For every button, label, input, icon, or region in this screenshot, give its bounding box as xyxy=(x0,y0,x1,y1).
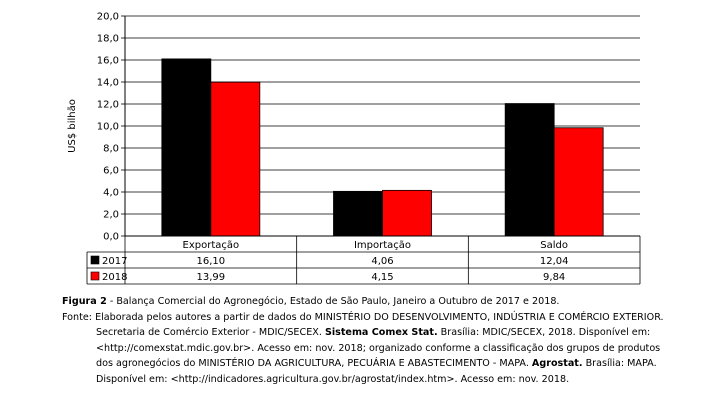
y-tick-label: 16,0 xyxy=(97,56,119,67)
source-text-3: <http://comexstat.mdic.gov.br>. Acesso e… xyxy=(96,342,661,354)
bar-2017-2 xyxy=(504,103,555,237)
caption-source-line-3: <http://comexstat.mdic.gov.br>. Acesso e… xyxy=(62,341,702,357)
data-label: 16,10 xyxy=(197,256,226,267)
source-text-4a: dos agronegócios do MINISTÉRIO DA AGRICU… xyxy=(96,358,532,369)
figure-caption: Figura 2 - Balança Comercial do Agronegó… xyxy=(62,294,702,387)
y-tick-label: 4,0 xyxy=(103,188,119,199)
legend-swatch-2017 xyxy=(90,255,100,265)
caption-source-line-2: Secretaria de Comércio Exterior - MDIC/S… xyxy=(62,325,702,341)
legend-swatch-2018 xyxy=(90,271,100,281)
bar-chart: 0,02,04,06,08,010,012,014,016,018,020,0 … xyxy=(67,12,641,285)
y-tick-labels: 0,0 2,0 4,0 6,0 8,0 10,0 12,0 14,0 16,0 18,0 20,0 xyxy=(97,12,119,243)
y-axis-label: US$ bilhão xyxy=(67,99,78,153)
figure-title: - Balança Comercial do Agronegócio, Esta… xyxy=(106,296,560,307)
caption-title-line: Figura 2 - Balança Comercial do Agronegó… xyxy=(62,294,702,310)
source-title-comex: Sistema Comex Stat. xyxy=(324,327,438,338)
x-category-label: Saldo xyxy=(540,240,568,251)
source-title-agrostat: Agrostat. xyxy=(531,358,583,369)
bar-2017-0 xyxy=(161,58,212,237)
y-tick-label: 0,0 xyxy=(103,232,119,243)
source-text-2a: Secretaria de Comércio Exterior - MDIC/S… xyxy=(96,327,325,338)
data-label: 4,15 xyxy=(371,272,393,283)
y-tick-label: 18,0 xyxy=(97,34,119,45)
x-category-label: Exportação xyxy=(183,240,240,251)
data-label: 9,84 xyxy=(543,272,565,283)
y-tick-label: 20,0 xyxy=(97,12,119,23)
y-tick-label: 8,0 xyxy=(103,144,119,155)
legend-label: 2018 xyxy=(102,272,127,283)
bar-2018-1 xyxy=(382,189,432,237)
data-label: 13,99 xyxy=(197,272,226,283)
x-category-label: Importação xyxy=(354,240,411,251)
bar-2017-1 xyxy=(333,190,383,237)
source-text-2c: Brasília: MDIC/SECEX, 2018. Disponível e… xyxy=(437,327,651,338)
source-text-1: Elaborada pelos autores a partir de dado… xyxy=(92,311,664,323)
caption-source-line-1: Fonte: Elaborada pelos autores a partir … xyxy=(62,310,702,326)
source-label: Fonte: xyxy=(62,311,93,323)
y-tick-label: 12,0 xyxy=(97,100,119,111)
data-label: 12,04 xyxy=(540,256,569,267)
data-label: 4,06 xyxy=(371,256,393,267)
data-table: Exportação Importação Saldo 2017 16,10 4,06 12… xyxy=(86,235,641,285)
y-tick-label: 10,0 xyxy=(97,122,119,133)
legend-label: 2017 xyxy=(102,256,127,267)
caption-source-line-5: Disponível em: <http://indicadores.agric… xyxy=(62,372,702,388)
bar-2018-2 xyxy=(553,127,604,237)
y-tick-label: 6,0 xyxy=(103,166,119,177)
figure-label: Figura 2 xyxy=(62,296,107,307)
y-tick-label: 14,0 xyxy=(97,78,119,89)
caption-source-line-4: dos agronegócios do MINISTÉRIO DA AGRICU… xyxy=(62,356,702,372)
source-text-4c: Brasília: MAPA. xyxy=(582,358,657,369)
source-text-5: Disponível em: <http://indicadores.agric… xyxy=(96,373,570,385)
bar-2018-0 xyxy=(210,81,261,237)
y-tick-label: 2,0 xyxy=(103,210,119,221)
bars xyxy=(161,58,604,237)
